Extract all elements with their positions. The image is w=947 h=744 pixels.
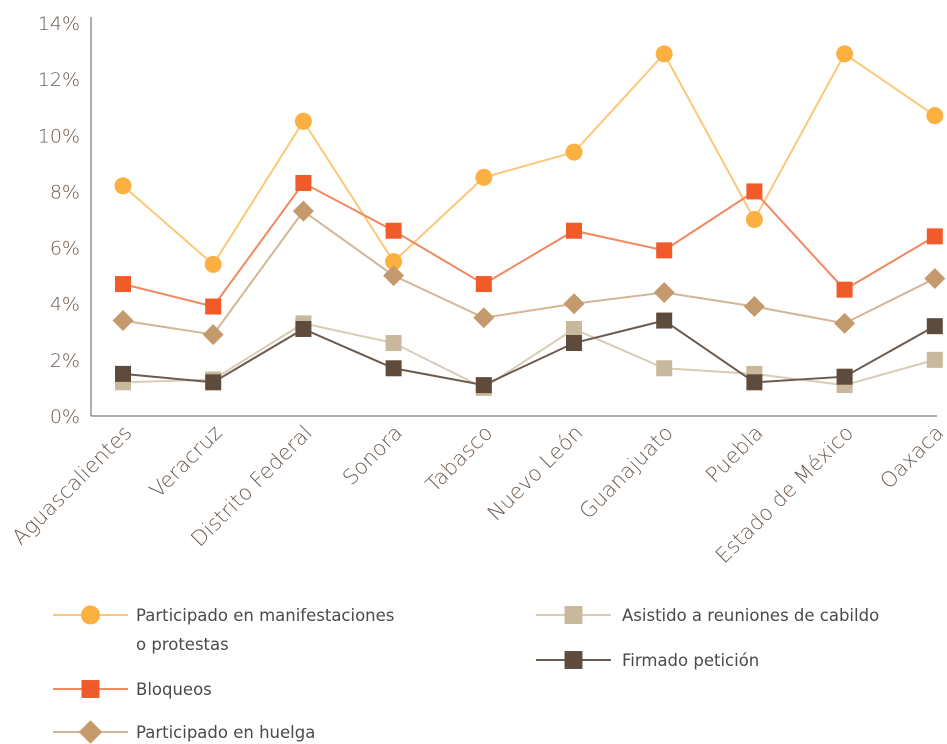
data-point bbox=[294, 112, 312, 130]
legend-item: Participado en huelga bbox=[53, 720, 315, 744]
data-point bbox=[746, 374, 763, 391]
data-point bbox=[926, 107, 944, 125]
x-tick-label: Aguascalientes bbox=[7, 421, 136, 550]
data-point bbox=[565, 143, 583, 161]
data-point bbox=[295, 320, 312, 337]
series-line bbox=[122, 319, 936, 387]
legend-marker bbox=[80, 605, 101, 625]
data-point bbox=[475, 276, 492, 293]
data-point bbox=[656, 312, 673, 329]
y-tick-label: 12% bbox=[38, 69, 80, 91]
data-point bbox=[834, 312, 856, 334]
legend-item: Asistido a reuniones de cabildo bbox=[536, 606, 879, 625]
x-tick-label: Tabasco bbox=[421, 421, 497, 497]
y-tick-label: 14% bbox=[38, 13, 80, 35]
data-point bbox=[383, 265, 405, 287]
data-point bbox=[745, 211, 763, 228]
legend-label: Bloqueos bbox=[136, 680, 212, 699]
legend-label: Firmado petición bbox=[622, 651, 759, 670]
data-point bbox=[655, 45, 673, 63]
y-tick-label: 6% bbox=[50, 238, 80, 260]
data-point bbox=[473, 307, 495, 329]
y-tick-label: 2% bbox=[50, 350, 80, 372]
legend-item: Participado en manifestaciones o protesta… bbox=[53, 605, 394, 654]
legend-label: Participado en huelga bbox=[136, 723, 315, 742]
legend-label: o protestas bbox=[136, 635, 229, 654]
data-point bbox=[115, 365, 131, 382]
data-point bbox=[566, 222, 582, 239]
data-point bbox=[656, 242, 673, 259]
data-point bbox=[746, 183, 763, 200]
data-point bbox=[385, 335, 402, 352]
legend-label: Asistido a reuniones de cabildo bbox=[622, 606, 879, 625]
data-point bbox=[926, 228, 943, 245]
y-tick-label: 8% bbox=[50, 181, 80, 203]
data-point bbox=[202, 324, 224, 346]
data-point bbox=[563, 293, 585, 315]
data-point bbox=[926, 318, 943, 335]
data-point bbox=[114, 177, 132, 195]
data-point bbox=[836, 281, 853, 298]
data-point bbox=[205, 298, 222, 315]
data-point bbox=[566, 335, 582, 352]
data-point bbox=[475, 168, 493, 186]
data-point bbox=[204, 255, 222, 273]
data-point bbox=[292, 200, 314, 222]
series-line bbox=[122, 181, 936, 308]
data-point bbox=[836, 368, 853, 385]
legend-label: Participado en manifestaciones bbox=[136, 606, 394, 625]
data-point bbox=[205, 374, 222, 391]
x-tick-label: Veracruz bbox=[145, 421, 227, 503]
series-line bbox=[122, 52, 936, 266]
series-markers bbox=[112, 45, 946, 396]
data-point bbox=[926, 351, 943, 368]
data-point bbox=[112, 310, 134, 332]
x-tick-label: Guanajuato bbox=[575, 421, 678, 524]
data-point bbox=[924, 267, 946, 289]
x-tick-label: Nuevo León bbox=[483, 421, 588, 526]
x-tick-label: Sonora bbox=[338, 421, 407, 490]
data-point bbox=[566, 320, 582, 337]
data-point bbox=[743, 296, 765, 318]
legend-marker bbox=[564, 651, 583, 669]
y-tick-label: 10% bbox=[38, 125, 80, 147]
data-point bbox=[475, 377, 492, 394]
x-tick-label: Oaxaca bbox=[875, 421, 947, 494]
series-lines bbox=[122, 52, 936, 390]
data-point bbox=[385, 360, 402, 377]
data-point bbox=[385, 222, 402, 239]
data-point bbox=[295, 175, 312, 192]
series-line bbox=[122, 209, 936, 336]
y-tick-label: 4% bbox=[50, 294, 80, 316]
x-tick-label: Puebla bbox=[701, 421, 768, 488]
data-point bbox=[656, 360, 673, 377]
legend: Participado en manifestaciones o protesta… bbox=[53, 605, 879, 744]
legend-marker bbox=[564, 606, 583, 624]
legend-marker bbox=[78, 720, 103, 744]
data-point bbox=[115, 276, 131, 293]
data-point bbox=[653, 281, 675, 303]
legend-marker bbox=[81, 680, 100, 698]
data-point bbox=[385, 253, 403, 271]
data-point bbox=[836, 45, 854, 63]
y-tick-label: 0% bbox=[50, 406, 80, 428]
legend-item: Bloqueos bbox=[53, 680, 212, 699]
legend-item: Firmado petición bbox=[536, 651, 759, 670]
